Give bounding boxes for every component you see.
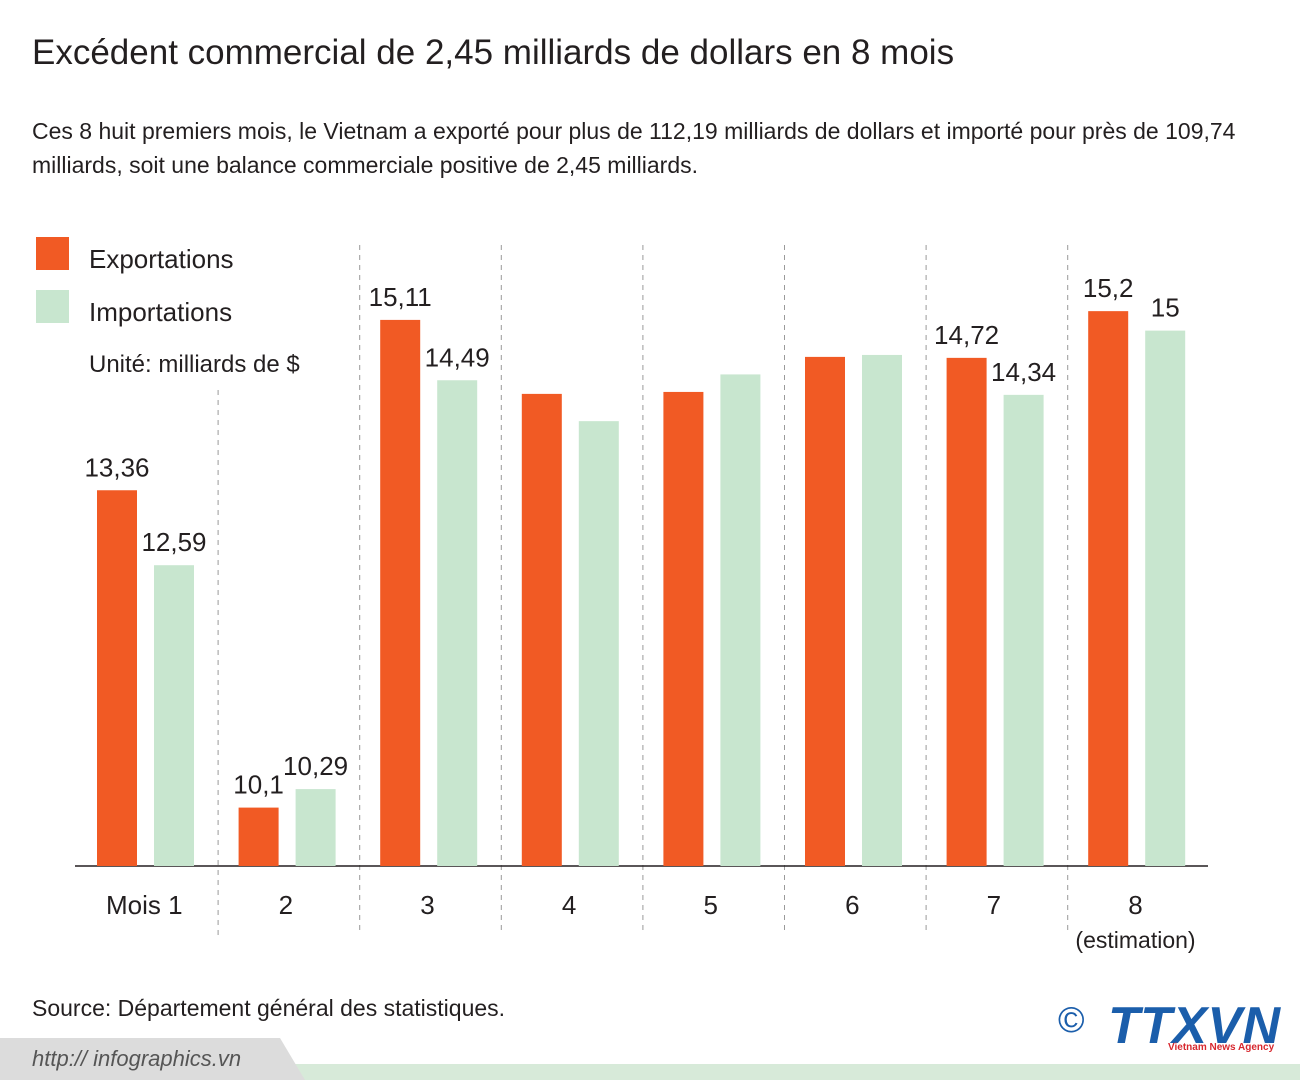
bar [1145,330,1186,866]
value-label: 12,59 [141,527,206,557]
bar [380,319,421,866]
legend-label: Importations [89,297,232,327]
legend-label: Exportations [89,244,234,274]
unit-label: Unité: milliards de $ [89,351,300,378]
bar [663,391,704,866]
value-label: 15 [1151,293,1180,323]
x-tick-label: 3 [420,890,434,920]
category-note: (estimation) [1075,927,1195,953]
bar [862,354,902,866]
bar [238,807,279,866]
value-label: 13,36 [84,452,149,482]
bar [97,490,137,866]
logo: TTXVN [1108,997,1281,1055]
value-label: 14,34 [991,357,1056,387]
bar [578,421,619,866]
value-label: 10,29 [283,751,348,781]
bar [154,565,194,866]
copyright: © [1058,999,1085,1040]
x-tick-label: 4 [562,890,576,920]
source: Source: Département général des statisti… [32,995,505,1021]
bar [437,380,478,866]
website: http:// infographics.vn [32,1046,241,1071]
x-tick-label: 7 [987,890,1001,920]
bar [521,393,562,866]
bar [720,374,761,866]
bar [805,356,845,866]
subtitle: Ces 8 huit premiers mois, le Vietnam a e… [32,118,1236,178]
bar [946,357,987,866]
value-label: 15,11 [369,282,432,312]
value-label: 14,72 [934,320,999,350]
legend-swatch [36,237,69,270]
legend-swatch [36,290,69,323]
x-tick-label: 8 [1128,890,1142,920]
x-tick-label: 2 [279,890,293,920]
logo-subtitle: Vietnam News Agency [1168,1042,1275,1053]
value-label: 14,49 [425,342,490,372]
x-tick-label: 6 [845,890,859,920]
footer-band [0,1064,1300,1080]
value-label: 10,1 [233,770,284,800]
chart-title: Excédent commercial de 2,45 milliards de… [32,33,954,72]
x-tick-label: Mois 1 [106,890,183,920]
bar [1088,311,1129,866]
bar [295,789,336,866]
bar [1003,394,1044,866]
x-tick-label: 5 [703,890,717,920]
value-label: 15,2 [1083,273,1134,303]
footer-tab [0,1038,305,1080]
